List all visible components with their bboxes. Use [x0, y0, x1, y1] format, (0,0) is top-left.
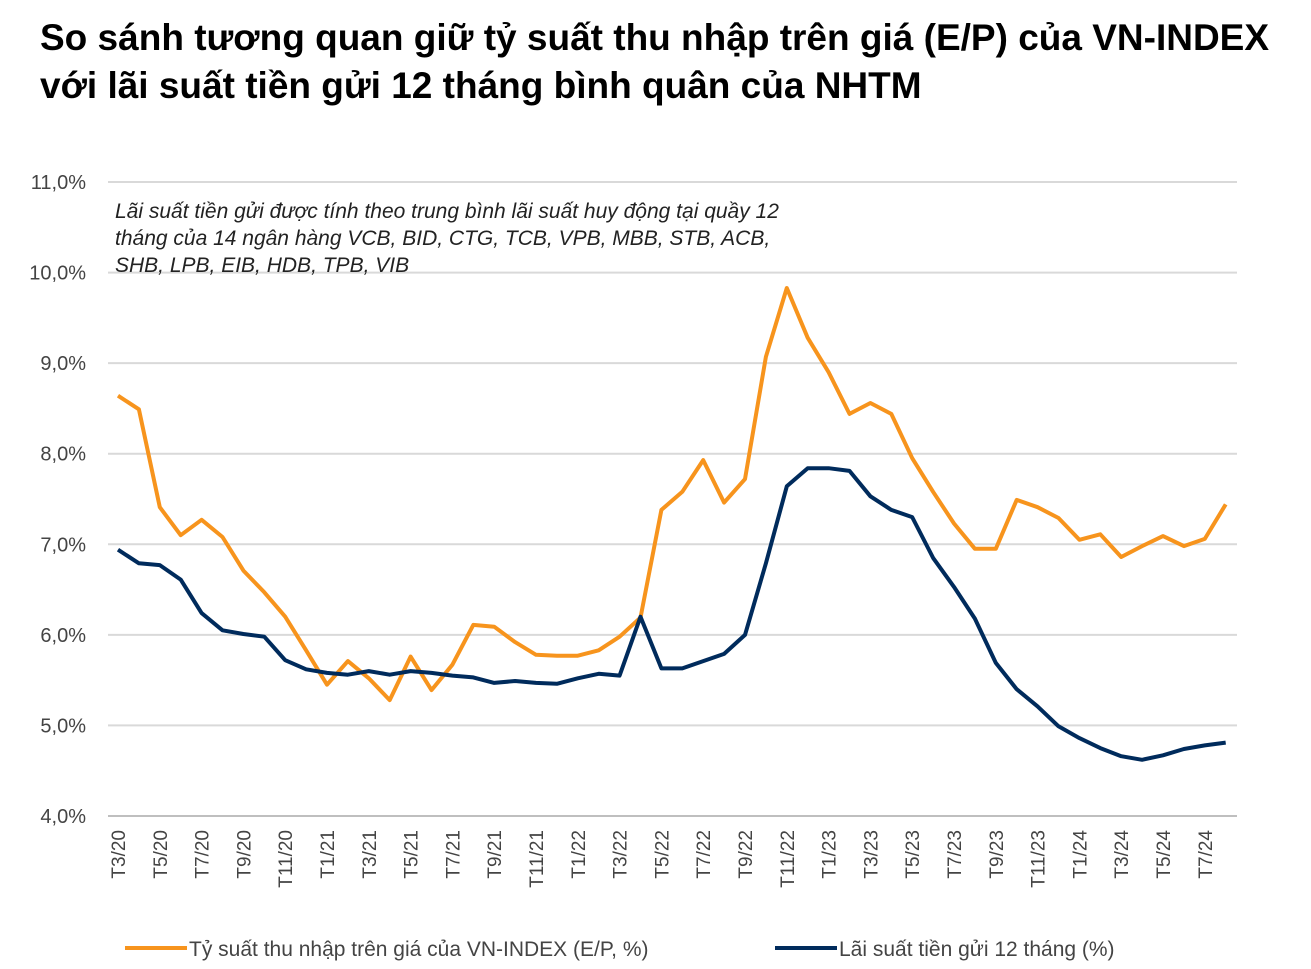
x-tick-label: T3/24	[1112, 830, 1133, 879]
x-tick-label: T7/21	[443, 830, 464, 879]
y-tick-label: 9,0%	[40, 353, 86, 375]
series-lines	[116, 286, 1228, 762]
gridlines	[108, 181, 1237, 817]
x-tick-label: T1/24	[1070, 830, 1091, 879]
y-tick-label: 7,0%	[40, 534, 86, 556]
x-tick-label: T3/21	[360, 830, 381, 879]
annotation-line: Lãi suất tiền gửi được tính theo trung b…	[115, 200, 779, 223]
x-tick-label: T1/22	[569, 830, 590, 879]
x-tick-label: T3/23	[861, 830, 882, 879]
x-tick-label: T7/20	[193, 830, 214, 879]
x-axis-ticks: T3/20 T5/20 T7/20 T9/20 T11/20 T1/21 T3/21 T5/2…	[109, 830, 1217, 888]
x-tick-label: T5/23	[903, 830, 924, 879]
x-tick-label: T7/24	[1196, 830, 1217, 879]
annotation-line: tháng của 14 ngân hàng VCB, BID, CTG, TC…	[115, 227, 770, 250]
x-tick-label: T5/24	[1154, 830, 1175, 879]
x-tick-label: T11/23	[1029, 830, 1050, 888]
y-tick-label: 6,0%	[40, 625, 86, 647]
x-tick-label: T11/21	[527, 830, 548, 888]
y-tick-label: 11,0%	[31, 172, 86, 194]
x-tick-label: T5/21	[402, 830, 423, 879]
series-line-0	[116, 286, 1228, 703]
legend-label: Tỷ suất thu nhập trên giá của VN-INDEX (…	[189, 938, 649, 961]
x-tick-label: T3/22	[611, 830, 632, 879]
x-tick-label: T3/20	[109, 830, 130, 879]
x-tick-label: T9/22	[736, 830, 757, 879]
x-tick-label: T9/21	[485, 830, 506, 879]
x-tick-label: T11/22	[778, 830, 799, 888]
x-tick-label: T7/23	[945, 830, 966, 879]
x-tick-label: T5/20	[151, 830, 172, 879]
x-tick-label: T9/20	[234, 830, 255, 879]
x-tick-label: T9/23	[987, 830, 1008, 879]
legend: Tỷ suất thu nhập trên giá của VN-INDEX (…	[125, 938, 1115, 961]
x-tick-label: T11/20	[276, 830, 297, 888]
series-line-1	[116, 466, 1226, 762]
y-tick-label: 4,0%	[40, 806, 86, 828]
x-tick-label: T7/22	[694, 830, 715, 879]
x-tick-label: T5/22	[652, 830, 673, 879]
x-tick-label: T1/23	[820, 830, 841, 879]
y-tick-label: 5,0%	[40, 715, 86, 737]
y-tick-label: 10,0%	[29, 263, 86, 285]
y-axis-ticks: 4,0% 5,0% 6,0% 7,0% 8,0% 9,0% 10,0% 11,0%	[29, 172, 86, 828]
legend-label: Lãi suất tiền gửi 12 tháng (%)	[839, 938, 1115, 961]
chart-title: So sánh tương quan giữ tỷ suất thu nhập …	[40, 17, 1270, 106]
y-tick-label: 8,0%	[40, 444, 86, 466]
x-tick-label: T1/21	[318, 830, 339, 879]
chart-annotation: Lãi suất tiền gửi được tính theo trung b…	[115, 200, 779, 277]
annotation-line: SHB, LPB, EIB, HDB, TPB, VIB	[115, 254, 409, 277]
